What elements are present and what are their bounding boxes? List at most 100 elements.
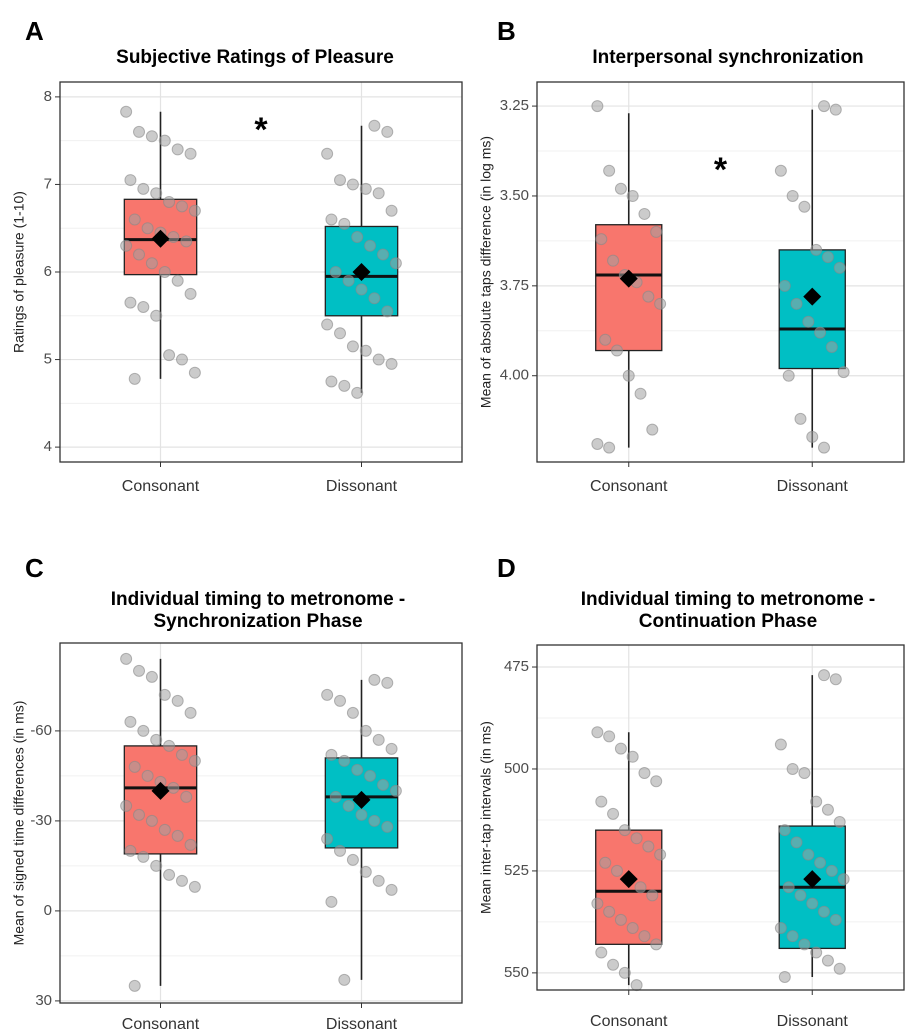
data-point bbox=[607, 807, 620, 820]
x-tick-label: Dissonant bbox=[326, 1016, 398, 1032]
data-point bbox=[786, 762, 799, 775]
data-point bbox=[372, 874, 385, 887]
data-point bbox=[133, 125, 146, 138]
data-point bbox=[167, 230, 180, 243]
data-point bbox=[150, 187, 163, 200]
data-point bbox=[351, 230, 364, 243]
panel-title: Subjective Ratings of Pleasure bbox=[116, 47, 394, 68]
data-point bbox=[630, 979, 643, 992]
data-point bbox=[137, 724, 150, 737]
data-point bbox=[626, 189, 639, 202]
mean-marker bbox=[619, 870, 638, 889]
panel-letter: D bbox=[497, 553, 516, 583]
data-point bbox=[385, 883, 398, 896]
significance-annotation: * bbox=[254, 111, 268, 149]
data-point bbox=[638, 930, 651, 943]
data-point bbox=[381, 676, 394, 689]
data-point bbox=[325, 375, 338, 388]
data-point bbox=[133, 248, 146, 261]
data-point bbox=[342, 274, 355, 287]
data-point bbox=[372, 353, 385, 366]
data-point bbox=[595, 233, 608, 246]
data-point bbox=[591, 726, 604, 739]
data-point bbox=[188, 366, 201, 379]
data-point bbox=[385, 742, 398, 755]
x-tick-label: Consonant bbox=[122, 1016, 200, 1032]
data-point bbox=[650, 938, 663, 951]
data-point bbox=[810, 243, 823, 256]
y-tick-label: -60 bbox=[30, 722, 52, 739]
significance-annotation: * bbox=[714, 151, 728, 189]
data-point bbox=[603, 905, 616, 918]
data-point bbox=[607, 254, 620, 267]
data-point bbox=[321, 832, 334, 845]
x-tick-label: Consonant bbox=[590, 478, 668, 495]
data-point bbox=[798, 200, 811, 213]
data-point bbox=[833, 815, 846, 828]
panel-title: Continuation Phase bbox=[639, 611, 817, 632]
data-point bbox=[814, 326, 827, 339]
data-point bbox=[610, 864, 623, 877]
data-point bbox=[376, 778, 389, 791]
data-point bbox=[355, 283, 368, 296]
data-point bbox=[778, 970, 791, 983]
data-point bbox=[120, 799, 133, 812]
data-point bbox=[642, 290, 655, 303]
x-tick-label: Dissonant bbox=[777, 478, 849, 495]
y-tick-label: 5 bbox=[44, 351, 52, 368]
data-point bbox=[141, 769, 154, 782]
data-point bbox=[346, 178, 359, 191]
data-point bbox=[124, 715, 137, 728]
data-point bbox=[184, 147, 197, 160]
data-point bbox=[618, 966, 631, 979]
data-point bbox=[833, 962, 846, 975]
data-point bbox=[171, 143, 184, 156]
data-point bbox=[334, 694, 347, 707]
data-point bbox=[133, 808, 146, 821]
data-point bbox=[359, 344, 372, 357]
data-point bbox=[163, 195, 176, 208]
panel-letter: A bbox=[25, 16, 44, 46]
data-point bbox=[321, 318, 334, 331]
panel-title: Interpersonal synchronization bbox=[592, 47, 863, 68]
y-tick-label: 475 bbox=[504, 658, 529, 675]
plot-border bbox=[59, 81, 463, 463]
panel-title: Synchronization Phase bbox=[153, 611, 362, 632]
data-point bbox=[338, 379, 351, 392]
data-point bbox=[595, 795, 608, 808]
data-point bbox=[806, 430, 819, 443]
data-point bbox=[798, 938, 811, 951]
data-point bbox=[128, 213, 141, 226]
data-point bbox=[806, 897, 819, 910]
y-tick-label: 0 bbox=[44, 902, 52, 919]
data-point bbox=[334, 327, 347, 340]
mean-marker bbox=[151, 229, 170, 248]
data-point bbox=[837, 366, 850, 379]
data-point bbox=[145, 130, 158, 143]
y-tick-label: 3.25 bbox=[500, 97, 529, 114]
mean-marker bbox=[352, 263, 371, 281]
data-point bbox=[171, 274, 184, 287]
data-point bbox=[158, 134, 171, 147]
mean-marker bbox=[151, 781, 170, 800]
data-point bbox=[802, 848, 815, 861]
plot-border bbox=[536, 81, 905, 463]
data-point bbox=[798, 767, 811, 780]
data-point bbox=[638, 767, 651, 780]
data-point bbox=[325, 213, 338, 226]
data-point bbox=[137, 301, 150, 314]
data-point bbox=[346, 853, 359, 866]
data-point bbox=[359, 724, 372, 737]
y-tick-label: 500 bbox=[504, 760, 529, 777]
mean-marker bbox=[619, 269, 638, 288]
data-point bbox=[603, 164, 616, 177]
data-point bbox=[355, 808, 368, 821]
data-point bbox=[158, 266, 171, 278]
data-point bbox=[802, 315, 815, 328]
data-point bbox=[128, 760, 141, 773]
data-point bbox=[321, 688, 334, 701]
data-point bbox=[137, 850, 150, 863]
data-point bbox=[829, 913, 842, 926]
data-point bbox=[614, 742, 627, 755]
data-point bbox=[368, 292, 381, 305]
